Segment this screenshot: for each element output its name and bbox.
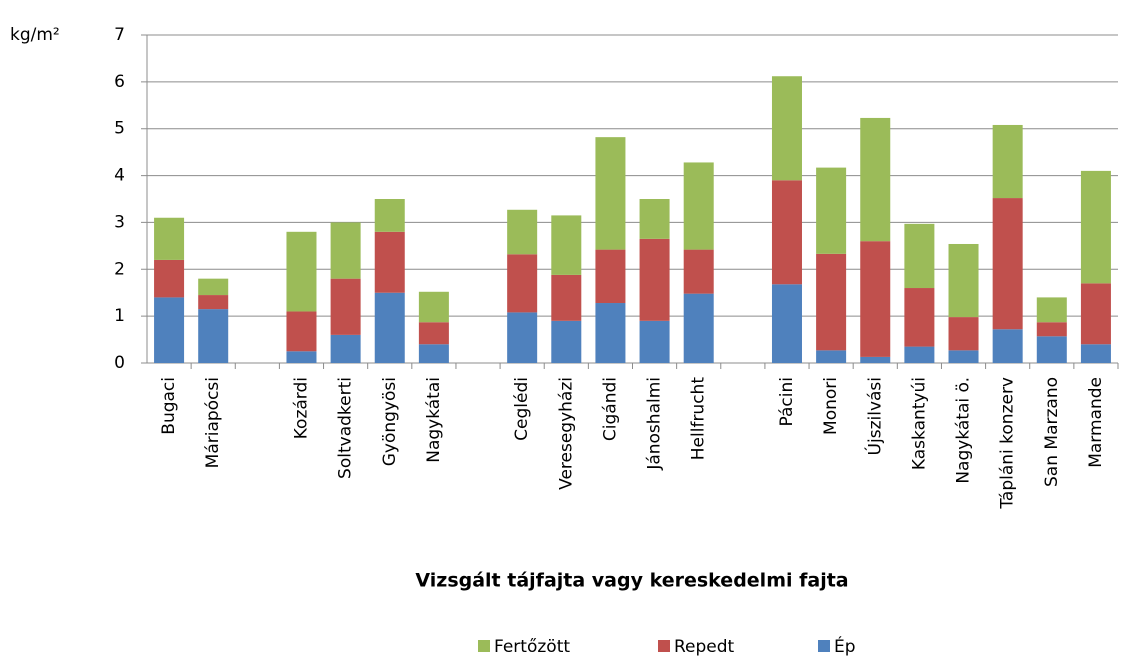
bar-segment	[418, 322, 449, 345]
bar-segment	[1080, 344, 1111, 363]
bar-segment	[1036, 336, 1067, 363]
x-tick-label: Hellfrucht	[689, 377, 709, 461]
x-tick-label: Cigándi	[600, 377, 620, 441]
y-tick-label: 1	[114, 306, 125, 326]
bar-segment	[198, 295, 229, 310]
bar-segment	[639, 238, 670, 321]
x-tick-label: San Marzano	[1042, 377, 1062, 487]
bar-segment	[771, 180, 802, 285]
bar-segment	[551, 320, 582, 363]
bar-segment	[551, 274, 582, 321]
bar-segment	[418, 344, 449, 363]
bar-segment	[816, 253, 847, 351]
bar-segment	[330, 222, 361, 279]
bar-segment	[507, 254, 538, 313]
legend-swatch	[818, 640, 830, 652]
x-tick-label: Soltvadkerti	[336, 377, 356, 479]
bar-segment	[992, 198, 1023, 330]
bar-segment	[198, 278, 229, 296]
bar-segment	[154, 217, 185, 260]
bar-segment	[330, 278, 361, 335]
bar-segment	[507, 312, 538, 363]
x-axis-label: Vizsgált tájfajta vagy kereskedelmi fajt…	[415, 570, 848, 592]
bar-segment	[860, 117, 891, 242]
bar-segment	[154, 259, 185, 298]
bar-segment	[639, 199, 670, 239]
bar-segment	[816, 167, 847, 254]
legend-label: Ép	[834, 635, 856, 657]
bar-segment	[904, 346, 935, 363]
x-tick-label: Újszilvási	[863, 377, 885, 455]
legend-label: Fertőzött	[494, 637, 570, 657]
bar-segment	[330, 334, 361, 363]
y-tick-label: 5	[114, 119, 125, 139]
bar-segment	[551, 215, 582, 275]
y-tick-label: 3	[114, 212, 125, 232]
bar-segment	[1036, 322, 1067, 337]
bar-segment	[860, 241, 891, 357]
x-tick-label: Kozárdi	[291, 377, 311, 439]
y-tick-label: 0	[114, 353, 125, 373]
y-axis-label: kg/m²	[10, 25, 60, 45]
legend-label: Repedt	[674, 637, 735, 657]
legend-swatch	[658, 640, 670, 652]
x-tick-label: Jánoshalmi	[645, 377, 665, 471]
bar-segment	[1080, 283, 1111, 345]
bar-segment	[595, 303, 626, 363]
bar-segment	[374, 292, 405, 363]
bar-segment	[595, 249, 626, 304]
x-tick-label: Ceglédi	[512, 377, 532, 441]
bar-segment	[154, 297, 185, 363]
bar-segment	[683, 249, 714, 294]
y-tick-label: 4	[114, 166, 125, 186]
x-tick-label: Máriapócsi	[203, 377, 223, 468]
bar-segment	[374, 199, 405, 232]
bar-segment	[816, 350, 847, 363]
x-tick-label: Tápláni konzerv	[998, 377, 1018, 510]
bar-segment	[948, 317, 979, 351]
bar-segment	[771, 76, 802, 181]
bar-segment	[992, 124, 1023, 199]
legend-swatch	[478, 640, 490, 652]
x-tick-label: Pácini	[777, 377, 797, 426]
bar-segment	[507, 209, 538, 255]
y-tick-label: 2	[114, 259, 125, 279]
bar-segment	[771, 284, 802, 363]
bar-segment	[904, 223, 935, 289]
x-tick-label: Nagykátai ö.	[954, 377, 974, 484]
x-tick-label: Bugaci	[159, 377, 179, 435]
y-tick-label: 7	[114, 25, 125, 45]
x-tick-label: Marmande	[1086, 377, 1106, 468]
bar-segment	[286, 311, 317, 352]
y-tick-label: 6	[114, 72, 125, 92]
x-tick-label: Kaskantyúi	[909, 377, 929, 470]
bar-segment	[198, 309, 229, 363]
bar-segment	[1080, 170, 1111, 284]
bar-segment	[1036, 297, 1067, 323]
bar-segment	[374, 231, 405, 293]
bar-segment	[683, 162, 714, 250]
bar-segment	[595, 137, 626, 250]
bar-segment	[904, 288, 935, 347]
bar-segment	[860, 356, 891, 363]
bar-segment	[286, 351, 317, 363]
bar-segment	[992, 329, 1023, 363]
x-tick-label: Nagykátai	[424, 377, 444, 463]
bar-segment	[286, 231, 317, 312]
x-tick-label: Gyöngyösi	[380, 377, 400, 466]
bar-segment	[418, 291, 449, 323]
x-tick-label: Veresegyházi	[556, 377, 576, 490]
bar-segment	[948, 243, 979, 318]
x-tick-label: Monori	[821, 377, 841, 435]
bar-segment	[948, 350, 979, 363]
bar-segment	[639, 320, 670, 363]
bar-segment	[683, 293, 714, 363]
